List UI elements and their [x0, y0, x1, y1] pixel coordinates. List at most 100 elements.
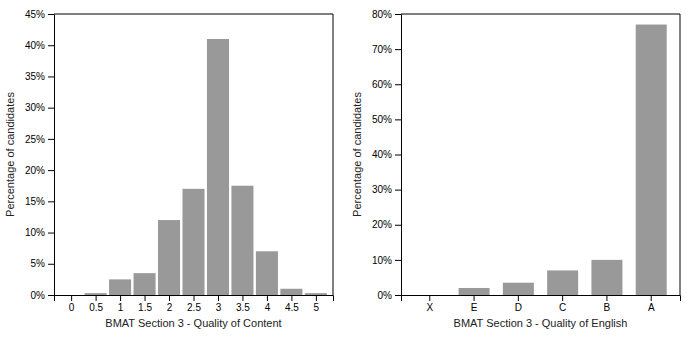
y-axis-line: [48, 15, 55, 296]
frame: [333, 14, 334, 295]
tick-label: 45%: [25, 9, 45, 20]
bar: [547, 270, 578, 295]
tick-mark: [395, 155, 401, 156]
tick: 40%: [372, 149, 401, 160]
bar: [305, 293, 327, 295]
tick-label: A: [648, 302, 655, 313]
bar: [109, 279, 131, 295]
tick-label: 2: [167, 302, 173, 313]
tick: 5: [314, 295, 320, 313]
tick-mark: [48, 170, 54, 171]
tick-mark: [316, 295, 317, 301]
tick-mark: [562, 295, 563, 301]
tick-label: 10%: [25, 227, 45, 238]
tick-label: 20%: [25, 165, 45, 176]
bars: [85, 39, 327, 295]
tick: 30%: [25, 102, 54, 113]
tick: 25%: [25, 134, 54, 145]
tick-label: 35%: [25, 71, 45, 82]
tick: 3.5: [236, 295, 250, 313]
tick: 0: [69, 295, 75, 313]
tick-label: C: [559, 302, 566, 313]
x-axis-line: [55, 296, 334, 302]
tick-label: 10%: [372, 255, 392, 266]
tick: 2: [167, 295, 173, 313]
tick: A: [648, 295, 655, 313]
tick-label: 0%: [31, 290, 46, 301]
tick-mark: [96, 295, 97, 301]
tick-label: 15%: [25, 196, 45, 207]
frame: [680, 14, 681, 295]
bar: [280, 289, 302, 295]
tick-mark: [48, 45, 54, 46]
tick: 50%: [372, 114, 401, 125]
tick-mark: [48, 295, 54, 296]
tick-label: 1.5: [138, 302, 152, 313]
frame: [54, 14, 333, 15]
tick-mark: [120, 295, 121, 301]
tick-mark: [48, 264, 54, 265]
tick: 70%: [372, 44, 401, 55]
tick: 80%: [372, 9, 401, 20]
tick: 40%: [25, 40, 54, 51]
tick: 20%: [372, 219, 401, 230]
tick-label: 4: [265, 302, 271, 313]
figure: 00.511.522.533.544.550%5%10%15%20%25%30%…: [0, 0, 694, 337]
tick: 10%: [25, 227, 54, 238]
tick-mark: [474, 295, 475, 301]
tick-mark: [48, 14, 54, 15]
tick-label: 3.5: [236, 302, 250, 313]
y-axis-line: [395, 15, 402, 296]
tick: 3: [216, 295, 222, 313]
tick-mark: [395, 295, 401, 296]
tick-label: X: [426, 302, 433, 313]
tick: 30%: [372, 184, 401, 195]
tick-mark: [48, 76, 54, 77]
tick: 20%: [25, 165, 54, 176]
tick-mark: [48, 233, 54, 234]
bars: [459, 25, 667, 295]
bar: [207, 39, 229, 295]
bar: [459, 288, 490, 295]
x-axis-line: [402, 296, 681, 302]
bar: [182, 189, 204, 295]
tick: 4.5: [285, 295, 299, 313]
bar: [158, 220, 180, 295]
tick: 45%: [25, 9, 54, 20]
tick-label: 5: [314, 302, 320, 313]
tick-label: D: [515, 302, 522, 313]
bar: [414, 295, 445, 296]
tick-label: B: [604, 302, 611, 313]
bar: [591, 260, 622, 295]
tick-mark: [518, 295, 519, 301]
tick: 0.5: [89, 295, 103, 313]
tick-mark: [395, 84, 401, 85]
tick-mark: [267, 295, 268, 301]
tick-label: 0: [69, 302, 75, 313]
tick-label: 70%: [372, 44, 392, 55]
tick-mark: [606, 295, 607, 301]
bar: [231, 186, 253, 295]
tick-label: 25%: [25, 134, 45, 145]
tick: 10%: [372, 255, 401, 266]
frame: [401, 14, 680, 15]
tick-label: 60%: [372, 79, 392, 90]
tick-label: 0.5: [89, 302, 103, 313]
tick-label: 2.5: [187, 302, 201, 313]
tick-mark: [395, 260, 401, 261]
tick-label: 20%: [372, 219, 392, 230]
tick-mark: [395, 49, 401, 50]
tick-mark: [395, 14, 401, 15]
tick: 1: [118, 295, 124, 313]
tick-mark: [395, 190, 401, 191]
tick: 4: [265, 295, 271, 313]
tick-mark: [395, 225, 401, 226]
tick: 35%: [25, 71, 54, 82]
tick: 0%: [378, 290, 401, 301]
bar: [636, 25, 667, 295]
chart: XEDCBA0%10%20%30%40%50%60%70%80%BMAT Sec…: [351, 9, 681, 329]
tick-label: 4.5: [285, 302, 299, 313]
tick: E: [471, 295, 478, 313]
bar: [256, 251, 278, 295]
tick: 60%: [372, 79, 401, 90]
